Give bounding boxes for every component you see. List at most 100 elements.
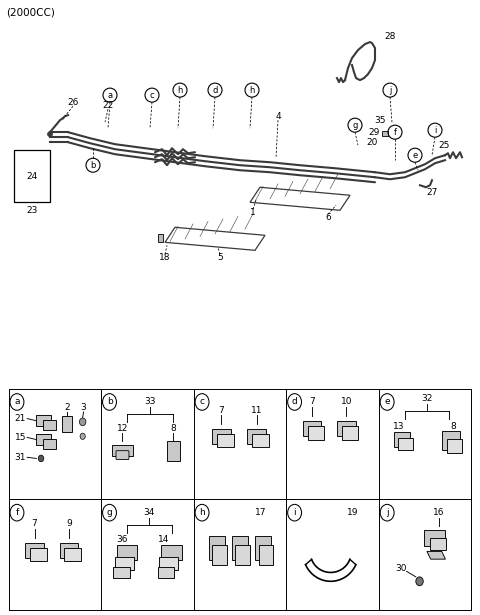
FancyBboxPatch shape [442, 431, 460, 450]
Text: i: i [434, 125, 436, 135]
Text: 34: 34 [144, 508, 155, 517]
Text: 35: 35 [374, 116, 386, 125]
Text: e: e [412, 151, 418, 160]
FancyBboxPatch shape [212, 429, 231, 444]
Text: 24: 24 [26, 172, 37, 181]
FancyBboxPatch shape [424, 530, 444, 546]
Text: 16: 16 [433, 508, 444, 517]
FancyBboxPatch shape [117, 545, 137, 560]
FancyBboxPatch shape [115, 557, 133, 570]
Text: 22: 22 [102, 101, 114, 109]
FancyBboxPatch shape [259, 545, 273, 565]
FancyBboxPatch shape [64, 548, 81, 561]
FancyBboxPatch shape [398, 438, 413, 450]
Text: 3: 3 [81, 403, 86, 412]
Circle shape [38, 455, 44, 462]
Text: 12: 12 [117, 424, 128, 433]
Text: 7: 7 [218, 407, 224, 415]
Text: g: g [352, 121, 358, 130]
FancyBboxPatch shape [30, 548, 47, 561]
Text: 25: 25 [438, 141, 450, 149]
FancyBboxPatch shape [394, 432, 410, 446]
Text: c: c [150, 90, 154, 100]
Text: 6: 6 [325, 213, 331, 222]
Text: 8: 8 [170, 424, 176, 433]
Text: 19: 19 [347, 508, 359, 517]
FancyBboxPatch shape [255, 536, 272, 560]
FancyBboxPatch shape [252, 434, 269, 447]
Text: 7: 7 [32, 519, 37, 528]
FancyBboxPatch shape [167, 441, 180, 461]
Text: 15: 15 [15, 433, 26, 442]
Text: 21: 21 [15, 414, 26, 423]
FancyBboxPatch shape [303, 421, 322, 436]
Text: 1: 1 [250, 208, 256, 216]
Text: 27: 27 [426, 188, 438, 197]
Text: 2: 2 [64, 403, 70, 412]
Text: 33: 33 [144, 397, 156, 407]
FancyBboxPatch shape [43, 439, 56, 449]
Text: j: j [386, 508, 388, 517]
Text: e: e [384, 397, 390, 407]
Text: h: h [249, 85, 255, 95]
Text: 36: 36 [116, 534, 127, 544]
Text: f: f [15, 508, 19, 517]
Text: d: d [212, 85, 218, 95]
FancyBboxPatch shape [116, 451, 129, 459]
Circle shape [416, 577, 423, 585]
Text: h: h [177, 85, 183, 95]
FancyBboxPatch shape [112, 445, 132, 456]
Text: g: g [107, 508, 112, 517]
FancyBboxPatch shape [60, 542, 78, 558]
Text: 18: 18 [159, 253, 171, 262]
Text: 9: 9 [66, 519, 72, 528]
Text: d: d [292, 397, 298, 407]
FancyBboxPatch shape [43, 420, 56, 430]
FancyBboxPatch shape [158, 234, 163, 242]
FancyBboxPatch shape [159, 557, 178, 570]
Text: 30: 30 [395, 563, 407, 573]
Text: 29: 29 [368, 128, 380, 137]
FancyBboxPatch shape [113, 567, 130, 578]
Text: a: a [108, 90, 113, 100]
FancyBboxPatch shape [235, 545, 250, 565]
Text: (2000CC): (2000CC) [6, 7, 55, 17]
FancyBboxPatch shape [447, 439, 462, 453]
Text: 17: 17 [254, 508, 266, 517]
Text: 8: 8 [450, 422, 456, 431]
Text: h: h [199, 508, 205, 517]
FancyBboxPatch shape [157, 567, 174, 578]
Text: 13: 13 [394, 422, 405, 431]
FancyBboxPatch shape [36, 434, 51, 445]
FancyBboxPatch shape [62, 416, 72, 432]
Text: 7: 7 [309, 397, 315, 407]
Text: 26: 26 [67, 98, 79, 106]
FancyBboxPatch shape [36, 415, 51, 426]
FancyBboxPatch shape [212, 545, 227, 565]
Text: 14: 14 [158, 534, 170, 544]
Text: 28: 28 [384, 31, 396, 41]
Text: 5: 5 [217, 253, 223, 262]
FancyBboxPatch shape [382, 131, 388, 136]
FancyBboxPatch shape [430, 538, 446, 550]
Circle shape [80, 433, 85, 439]
Polygon shape [427, 552, 445, 559]
Circle shape [48, 132, 52, 137]
FancyBboxPatch shape [14, 150, 50, 202]
Text: 23: 23 [26, 206, 38, 215]
Text: j: j [389, 85, 391, 95]
Text: c: c [200, 397, 204, 407]
FancyBboxPatch shape [308, 426, 324, 440]
FancyBboxPatch shape [217, 434, 234, 447]
Text: 31: 31 [15, 453, 26, 462]
FancyBboxPatch shape [232, 536, 248, 560]
Text: f: f [394, 128, 396, 137]
Text: i: i [293, 508, 296, 517]
Text: 11: 11 [251, 407, 263, 415]
Text: 10: 10 [341, 397, 352, 407]
FancyBboxPatch shape [247, 429, 266, 444]
Text: 32: 32 [421, 394, 432, 403]
FancyBboxPatch shape [25, 542, 44, 558]
FancyBboxPatch shape [342, 426, 359, 440]
FancyBboxPatch shape [208, 536, 225, 560]
